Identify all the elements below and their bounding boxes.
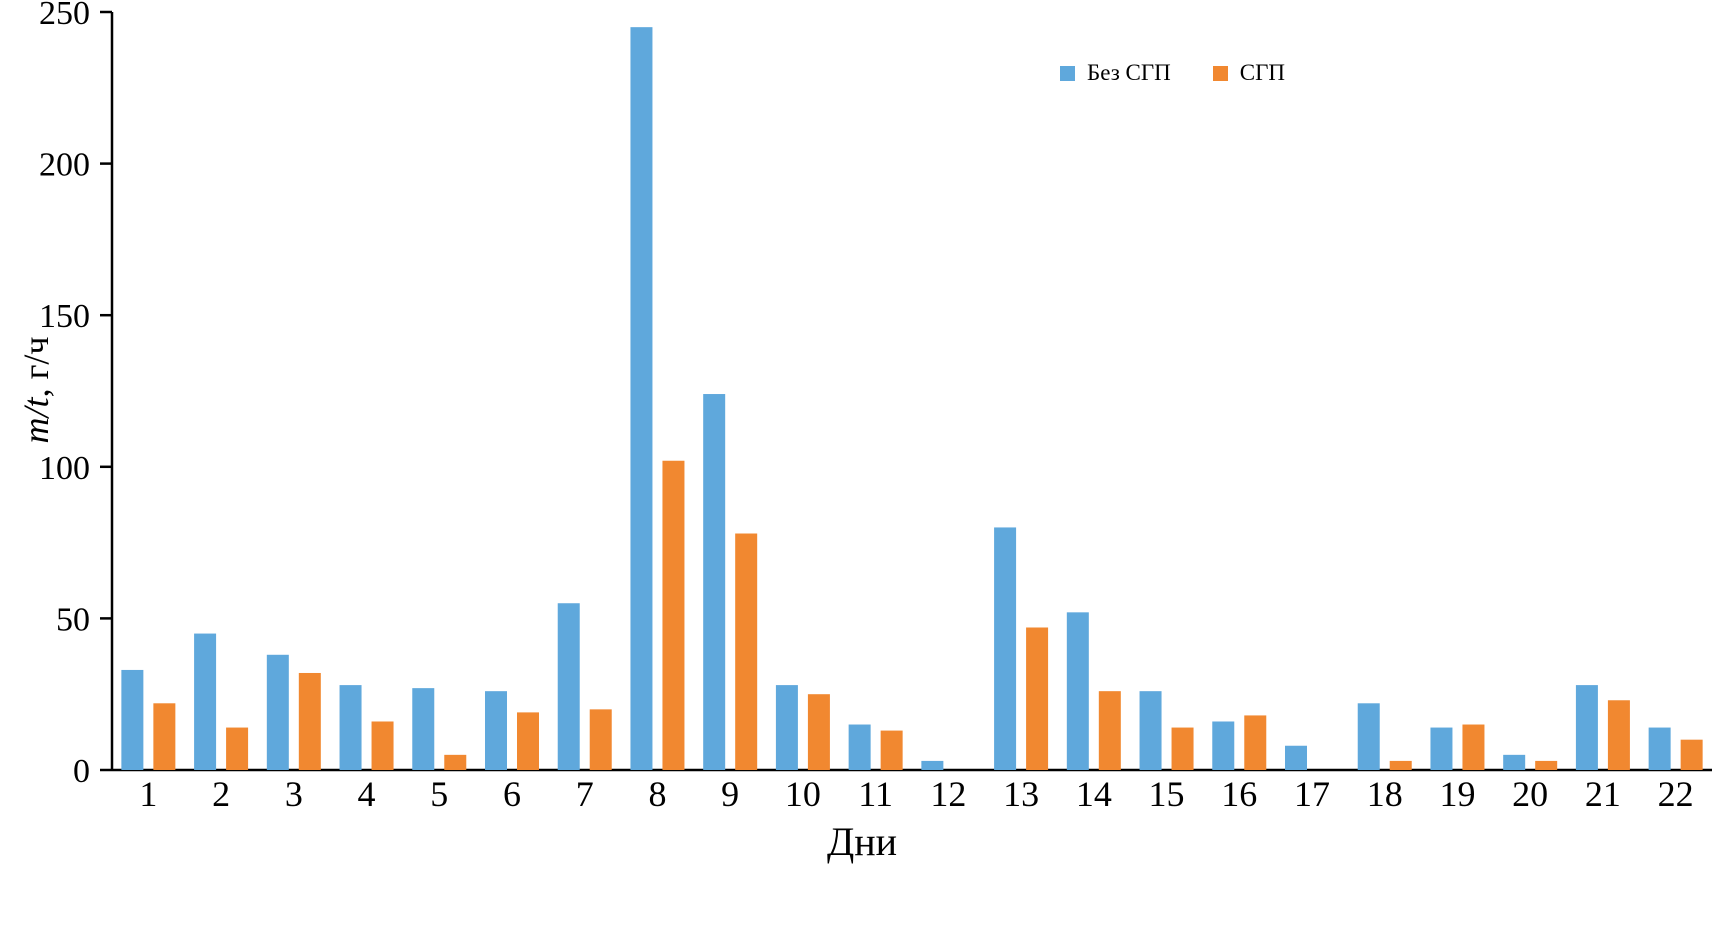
svg-text:9: 9 bbox=[721, 774, 739, 814]
svg-text:50: 50 bbox=[56, 601, 90, 638]
svg-text:22: 22 bbox=[1658, 774, 1694, 814]
svg-text:12: 12 bbox=[930, 774, 966, 814]
svg-text:0: 0 bbox=[73, 753, 90, 790]
svg-text:17: 17 bbox=[1294, 774, 1330, 814]
svg-text:20: 20 bbox=[1512, 774, 1548, 814]
y-axis-label-rest: , г/ч bbox=[16, 336, 56, 398]
legend-swatch-bez-sgp bbox=[1060, 65, 1075, 81]
legend-label-sgp: СГП bbox=[1239, 60, 1286, 85]
y-axis-label: m/t, г/ч bbox=[15, 337, 57, 444]
svg-text:6: 6 bbox=[503, 774, 521, 814]
svg-text:18: 18 bbox=[1367, 774, 1403, 814]
svg-text:14: 14 bbox=[1076, 774, 1112, 814]
svg-text:150: 150 bbox=[39, 298, 90, 335]
svg-text:21: 21 bbox=[1585, 774, 1621, 814]
svg-text:2: 2 bbox=[212, 774, 230, 814]
svg-text:8: 8 bbox=[648, 774, 666, 814]
svg-text:19: 19 bbox=[1439, 774, 1475, 814]
svg-text:16: 16 bbox=[1221, 774, 1257, 814]
svg-text:200: 200 bbox=[39, 147, 90, 184]
svg-text:100: 100 bbox=[39, 450, 90, 487]
x-axis-label: Дни bbox=[826, 819, 898, 864]
svg-text:11: 11 bbox=[858, 774, 893, 814]
svg-text:7: 7 bbox=[576, 774, 594, 814]
legend-item-sgp: СГП bbox=[1212, 60, 1286, 86]
legend-swatch-sgp bbox=[1212, 65, 1228, 81]
legend: Без СГП СГП bbox=[1060, 60, 1285, 86]
legend-label-bez-sgp: Без СГП bbox=[1087, 60, 1171, 85]
legend-item-bez-sgp: Без СГП bbox=[1060, 60, 1171, 86]
svg-text:15: 15 bbox=[1149, 774, 1185, 814]
y-axis-label-math: m/t bbox=[16, 397, 56, 444]
svg-text:4: 4 bbox=[358, 774, 376, 814]
svg-text:10: 10 bbox=[785, 774, 821, 814]
svg-text:3: 3 bbox=[285, 774, 303, 814]
svg-text:250: 250 bbox=[39, 0, 90, 32]
svg-text:5: 5 bbox=[430, 774, 448, 814]
svg-text:1: 1 bbox=[139, 774, 157, 814]
svg-text:13: 13 bbox=[1003, 774, 1039, 814]
